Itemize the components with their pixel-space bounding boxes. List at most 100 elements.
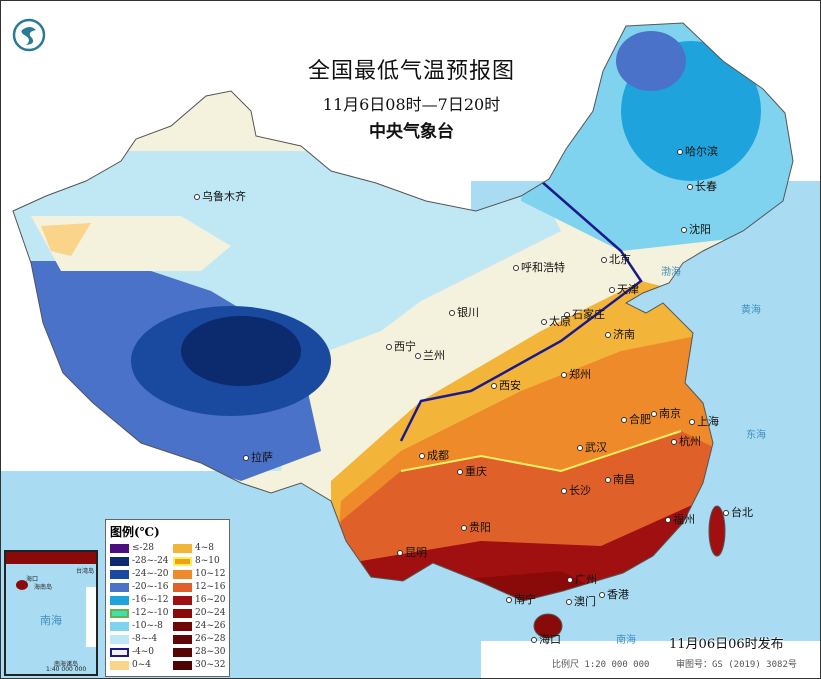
city-label: 西宁 <box>386 338 416 354</box>
legend-item: 4~8 <box>173 542 231 554</box>
legend-swatch <box>173 556 192 566</box>
legend-swatch <box>173 608 192 618</box>
forecast-period: 11月6日08时—7日20时 <box>322 95 501 114</box>
city-label: 南昌 <box>605 471 635 487</box>
inset-philippines <box>86 587 96 647</box>
issue-time: 11月06日06时发布 <box>669 637 784 652</box>
legend-swatch <box>110 647 129 657</box>
taiwan-island <box>708 505 726 557</box>
legend-swatch <box>110 595 129 605</box>
sea-label: 东海 <box>746 430 766 441</box>
city-label: 郑州 <box>561 366 591 382</box>
city-label: 杭州 <box>671 433 701 449</box>
city-label: 长春 <box>687 178 717 194</box>
legend-label: 16~20 <box>195 595 226 605</box>
legend-label: -10~-8 <box>132 621 163 631</box>
legend-label: 12~16 <box>195 582 226 592</box>
legend-item: 26~28 <box>173 633 231 645</box>
legend-swatch <box>173 621 192 631</box>
legend-item: 16~20 <box>173 594 231 606</box>
agency-name: 中央气象台 <box>369 122 454 142</box>
legend-swatch <box>173 647 192 657</box>
legend-label: -12~-10 <box>132 608 169 618</box>
legend-item: 30~32 <box>173 659 231 671</box>
legend-item: -20~-16 <box>110 581 173 593</box>
city-label: 合肥 <box>621 411 651 427</box>
inset-scale: 1:40 000 000 <box>46 666 87 673</box>
city-label: 兰州 <box>415 347 445 363</box>
legend-item: 10~12 <box>173 568 231 580</box>
inset-label: 海南岛 <box>34 584 53 591</box>
legend-item: 20~24 <box>173 607 231 619</box>
city-label: 澳门 <box>566 593 596 609</box>
city-label: 石家庄 <box>564 306 605 322</box>
legend-swatch <box>173 634 192 644</box>
legend-item: 8~10 <box>173 555 231 567</box>
legend-swatch <box>110 556 129 566</box>
legend-swatch <box>173 660 192 670</box>
legend-swatch <box>110 621 129 631</box>
city-label: 太原 <box>541 313 571 329</box>
legend-label: 20~24 <box>195 608 226 618</box>
legend-label: -8~-4 <box>132 634 158 644</box>
legend-item: 0~4 <box>110 659 173 671</box>
legend-label: ≤-28 <box>132 543 155 553</box>
legend-label: 28~30 <box>195 647 226 657</box>
city-label: 广州 <box>567 571 597 587</box>
legend-item: -12~-10 <box>110 607 173 619</box>
legend-label: 24~26 <box>195 621 226 631</box>
city-label: 天津 <box>609 281 639 297</box>
city-label: 拉萨 <box>243 449 273 465</box>
inset-mainland <box>6 552 96 564</box>
city-label: 济南 <box>605 326 635 342</box>
legend-swatch <box>173 543 192 553</box>
legend-item: 12~16 <box>173 581 231 593</box>
city-label: 重庆 <box>457 463 487 479</box>
legend-item: -28~-24 <box>110 555 173 567</box>
map-scale: 比例尺 1:20 000 000 <box>552 660 650 670</box>
legend-label: 0~4 <box>132 660 151 670</box>
inset-label: 南海 <box>40 614 62 627</box>
map-review-number: 审图号：GS (2019) 3082号 <box>676 660 797 670</box>
city-label: 福州 <box>665 511 695 527</box>
city-label: 武汉 <box>577 439 607 455</box>
legend-item: -16~-12 <box>110 594 173 606</box>
sea-label: 渤海 <box>661 267 681 278</box>
city-label: 南宁 <box>506 591 536 607</box>
legend-swatch <box>110 660 129 670</box>
legend: 图例(℃) ≤-28 4~8 -28~-24 8~10 -24~-20 10~12 -20~… <box>105 519 230 677</box>
legend-label: -4~0 <box>132 647 155 657</box>
city-label: 昆明 <box>397 544 427 560</box>
legend-label: -24~-20 <box>132 569 169 579</box>
legend-label: 26~28 <box>195 634 226 644</box>
legend-swatch <box>110 543 129 553</box>
legend-item: -10~-8 <box>110 620 173 632</box>
legend-label: -28~-24 <box>132 556 169 566</box>
south-china-sea-inset: 海口 海南岛 台湾岛 南海 南海诸岛 1:40 000 000 <box>4 550 98 676</box>
legend-label: 4~8 <box>195 543 214 553</box>
inset-label: 南海诸岛 <box>54 661 79 668</box>
legend-item: -4~0 <box>110 646 173 658</box>
legend-swatch <box>110 569 129 579</box>
legend-label: 10~12 <box>195 569 226 579</box>
legend-swatch <box>110 608 129 618</box>
city-label: 南京 <box>651 405 681 421</box>
city-label: 银川 <box>449 304 479 320</box>
legend-label: -16~-12 <box>132 595 169 605</box>
city-label: 沈阳 <box>681 221 711 237</box>
city-label: 呼和浩特 <box>513 259 565 275</box>
inset-label: 海口 <box>26 576 39 583</box>
city-label: 海口 <box>531 631 561 647</box>
legend-item: -24~-20 <box>110 568 173 580</box>
inset-label: 台湾岛 <box>76 568 95 575</box>
sea-label: 黄海 <box>741 305 761 316</box>
city-label: 贵阳 <box>461 519 491 535</box>
map-title: 全国最低气温预报图 <box>307 59 515 84</box>
city-label: 西安 <box>491 377 521 393</box>
city-label: 长沙 <box>561 482 591 498</box>
legend-item: 28~30 <box>173 646 231 658</box>
legend-swatch <box>110 582 129 592</box>
legend-swatch <box>173 595 192 605</box>
